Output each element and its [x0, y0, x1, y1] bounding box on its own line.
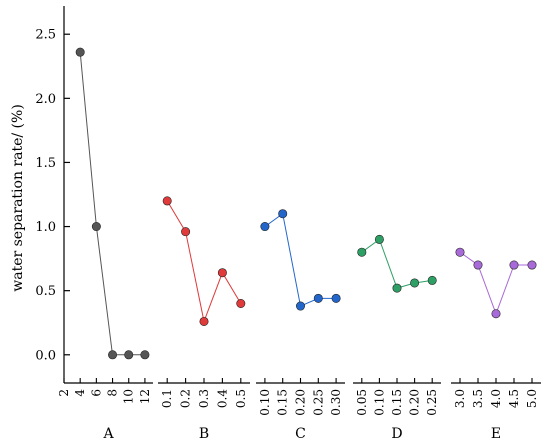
x-tick-label: 0.05: [355, 389, 369, 416]
x-tick-label: 0.3: [197, 389, 211, 408]
series-line: [362, 239, 432, 288]
x-tick-label: 0.15: [390, 389, 404, 416]
x-tick-label: 0.10: [258, 389, 272, 416]
data-point: [108, 351, 116, 359]
group-label: A: [102, 426, 114, 442]
y-tick-label: 1.5: [35, 156, 56, 171]
series-line: [80, 52, 145, 355]
data-point: [237, 299, 245, 307]
x-tick-label: 0.25: [425, 389, 439, 416]
x-tick-label: 0.5: [234, 389, 248, 408]
x-tick-label: 4: [73, 389, 87, 397]
x-tick-label: 0.20: [408, 389, 422, 416]
x-tick-label: 3.0: [453, 389, 467, 408]
data-point: [296, 302, 304, 310]
data-point: [474, 261, 482, 269]
x-tick-label: 12: [138, 389, 152, 404]
group-panel-c: 0.10 0.15 0.20 0.25 0.30 C: [256, 210, 345, 442]
data-point: [375, 235, 383, 243]
x-tick-label: 0.10: [372, 389, 386, 416]
x-tick-label: 0.2: [179, 389, 193, 408]
series-line: [460, 252, 532, 314]
series-line: [167, 201, 241, 322]
data-point: [332, 294, 340, 302]
y-axis-label: water separation rate/ (%): [10, 104, 26, 292]
data-point: [141, 351, 149, 359]
data-point: [358, 248, 366, 256]
x-tick-label: 0.25: [311, 389, 325, 416]
x-tick-label: 5.0: [525, 389, 539, 408]
group-panel-a: 2 4 6 8 10 12 A: [57, 48, 153, 442]
data-point: [393, 284, 401, 292]
data-point: [510, 261, 518, 269]
group-label: C: [295, 426, 306, 442]
group-panel-e: 3.0 3.5 4.0 4.5 5.0 E: [451, 248, 541, 442]
x-tick-label: 2: [57, 389, 71, 397]
data-point: [200, 317, 208, 325]
y-tick-label: 0.5: [35, 284, 56, 299]
x-tick-label: 6: [89, 389, 103, 397]
group-label: B: [199, 426, 209, 442]
data-point: [125, 351, 133, 359]
x-tick-label: 4.5: [507, 389, 521, 408]
data-point: [456, 248, 464, 256]
group-label: D: [391, 426, 402, 442]
data-point: [218, 269, 226, 277]
y-tick-label: 2.0: [35, 92, 56, 107]
data-point: [492, 310, 500, 318]
data-point: [410, 279, 418, 287]
x-tick-label: 8: [106, 389, 120, 397]
data-point: [261, 222, 269, 230]
group-label: E: [491, 426, 501, 442]
x-tick-label: 0.1: [160, 389, 174, 408]
series-line: [265, 214, 336, 306]
group-panel-b: 0.1 0.2 0.3 0.4 0.5 B: [158, 197, 250, 442]
x-tick-label: 0.30: [329, 389, 343, 416]
y-axis: 0.0 0.5 1.0 1.5 2.0 2.5: [35, 6, 70, 383]
data-point: [76, 48, 84, 56]
data-point: [181, 227, 189, 235]
data-point: [428, 276, 436, 284]
x-tick-label: 4.0: [489, 389, 503, 408]
data-point: [528, 261, 536, 269]
y-tick-label: 1.0: [35, 220, 56, 235]
x-tick-label: 0.4: [215, 389, 229, 408]
y-tick-label: 0.0: [35, 348, 56, 363]
y-tick-label: 2.5: [35, 28, 56, 43]
data-point: [279, 210, 287, 218]
x-tick-label: 0.15: [276, 389, 290, 416]
group-panel-d: 0.05 0.10 0.15 0.20 0.25 D: [353, 235, 441, 442]
x-tick-label: 10: [122, 389, 136, 404]
data-point: [314, 294, 322, 302]
data-point: [92, 222, 100, 230]
x-tick-label: 3.5: [471, 389, 485, 408]
x-tick-label: 0.20: [294, 389, 308, 416]
data-point: [163, 197, 171, 205]
